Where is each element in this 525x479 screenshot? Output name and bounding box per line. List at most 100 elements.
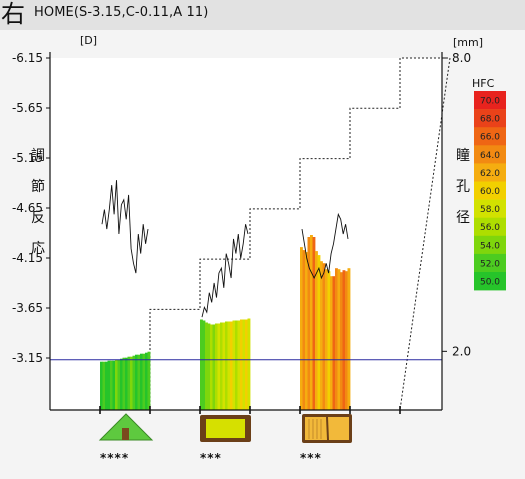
hfc-bar: [345, 271, 348, 410]
hfc-bar: [110, 360, 113, 410]
right-axis-unit: [mm]: [453, 36, 483, 49]
left-tick-label: -4.65: [12, 201, 43, 215]
left-axis-label-char: 応: [31, 241, 45, 257]
hfc-bar: [217, 323, 221, 410]
right-tick-label: 2.0: [452, 344, 471, 358]
hfc-bars: [100, 235, 351, 410]
target-icons: **** *** ***: [98, 413, 352, 465]
tree-icon: [98, 413, 154, 441]
hfc-bar: [302, 250, 306, 410]
hfc-bar: [107, 360, 111, 410]
legend-entry-label: 62.0: [480, 169, 500, 179]
hfc-bar: [305, 252, 308, 410]
hfc-legend: HFC 70.0 68.0 66.0 64.0 62.0 60.0 58.0 56.0 54.0 5…: [472, 77, 506, 291]
rating-stars: ****: [100, 451, 129, 465]
rating-stars: ***: [200, 451, 222, 465]
hfc-bar: [212, 324, 216, 410]
hfc-bar: [132, 355, 136, 410]
hfc-bar: [140, 353, 143, 410]
hfc-bar: [310, 235, 313, 410]
legend-swatch: [474, 272, 506, 291]
hfc-bar: [105, 361, 108, 410]
stimulus-steps: [149, 57, 451, 411]
stimulus-step-line: [149, 57, 451, 411]
legend-entry-label: 64.0: [480, 151, 500, 161]
hfc-bar: [235, 320, 238, 410]
hfc-bar: [220, 322, 223, 410]
right-axis-label-char: 孔: [456, 179, 470, 195]
hfc-bar: [100, 361, 103, 410]
hfc-bar: [120, 358, 123, 410]
hfc-bar: [247, 318, 251, 410]
eye-label: 右: [1, 0, 25, 28]
pupil-line: [301, 212, 349, 280]
pupil-line: [201, 224, 249, 318]
legend-entry-label: 54.0: [480, 241, 500, 251]
left-tick-label: -5.65: [12, 101, 43, 115]
left-axis-unit: [D]: [80, 34, 97, 47]
hfc-bar: [245, 319, 248, 410]
legend-swatch: [474, 145, 506, 164]
left-tick-label: -3.15: [12, 351, 43, 365]
hfc-bar: [307, 237, 311, 410]
hfc-bar: [130, 356, 133, 410]
hfc-bar: [210, 324, 213, 410]
hfc-bar: [340, 272, 343, 410]
legend-entry-label: 50.0: [480, 278, 500, 288]
left-axis-label-char: 反: [31, 210, 45, 226]
hfc-bar: [127, 356, 131, 410]
hfc-bar: [227, 321, 231, 410]
hfc-bar: [135, 354, 138, 410]
right-tick-label: 8.0: [452, 51, 471, 65]
hfc-bar: [240, 319, 243, 410]
legend-swatch: [474, 235, 506, 255]
hfc-bar: [330, 276, 333, 410]
hfc-bar: [312, 237, 316, 410]
hfc-bar: [102, 361, 106, 410]
hfc-bar: [147, 351, 151, 410]
hfc-bar: [237, 320, 241, 410]
left-tick-label: -5.15: [12, 151, 43, 165]
book-icon-right-page: [328, 417, 349, 440]
hfc-bar: [300, 247, 303, 410]
hfc-bar: [335, 268, 338, 410]
monitor-icon: [200, 415, 251, 442]
hfc-bar: [215, 323, 218, 410]
hfc-bar: [115, 359, 118, 410]
legend-swatch: [474, 163, 506, 182]
legend-title: HFC: [472, 77, 495, 90]
legend-entry-label: 60.0: [480, 187, 500, 197]
hfc-bar: [230, 321, 233, 410]
right-axis-label-char: 瞳: [456, 147, 470, 164]
left-tick-label: -6.15: [12, 51, 43, 65]
legend-entry-label: 66.0: [480, 133, 500, 143]
hfc-bar: [225, 321, 228, 410]
axes: [49, 52, 443, 414]
hfc-bar: [322, 263, 326, 410]
right-axis-label-char: 径: [456, 210, 470, 226]
tree-icon-trunk: [122, 428, 129, 440]
hfc-bar: [342, 270, 346, 410]
hfc-bar: [145, 352, 148, 410]
hfc-bar: [332, 276, 336, 410]
hfc-bar: [125, 357, 128, 410]
hfc-bar: [112, 360, 116, 410]
hfc-bar: [205, 322, 208, 410]
hfc-bar: [315, 251, 318, 410]
legend-entry-label: 52.0: [480, 259, 500, 269]
left-tick-label: -3.65: [12, 301, 43, 315]
hfc-bar: [327, 271, 331, 410]
legend-swatch: [474, 91, 506, 110]
left-axis: [D] -6.15 -5.65 -5.15 -4.65 -4.15 -3.65 -3.15 調節…: [12, 34, 97, 365]
header-bar: 右 HOME(S-3.15,C-0.11,A 11): [0, 0, 525, 30]
legend-swatch: [474, 109, 506, 128]
right-axis: [mm] 8.0 2.0 瞳孔径: [442, 36, 483, 358]
hfc-bar: [320, 261, 323, 410]
legend-swatch: [474, 127, 506, 146]
hfc-bar: [117, 359, 121, 410]
left-axis-label-char: 節: [31, 178, 45, 195]
hfc-bar: [347, 268, 351, 410]
hfc-bar: [202, 320, 206, 410]
legend-entry-label: 56.0: [480, 223, 500, 233]
